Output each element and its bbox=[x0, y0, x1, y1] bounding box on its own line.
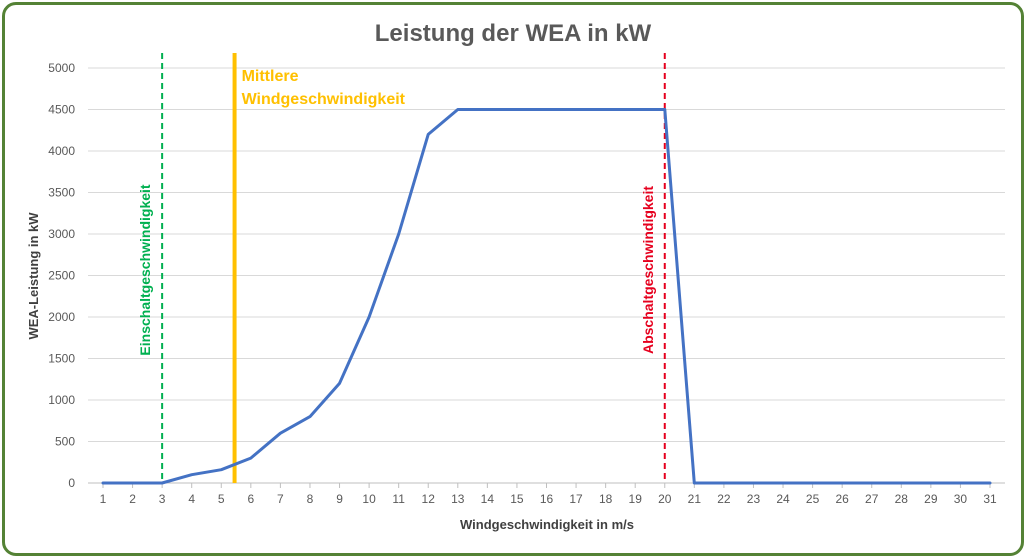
y-tick-label-8: 4000 bbox=[48, 144, 75, 158]
x-tick-label-29: 30 bbox=[954, 492, 968, 506]
x-tick-label-19: 20 bbox=[658, 492, 672, 506]
annotation-label-1-0: Mittlere bbox=[242, 68, 299, 85]
x-tick-label-2: 3 bbox=[159, 492, 166, 506]
x-tick-label-6: 7 bbox=[277, 492, 284, 506]
y-tick-label-3: 1500 bbox=[48, 352, 75, 366]
annotation-label-0: Einschaltgeschwindigkeit bbox=[137, 184, 153, 355]
y-tick-label-2: 1000 bbox=[48, 393, 75, 407]
x-tick-label-16: 17 bbox=[569, 492, 583, 506]
x-tick-label-20: 21 bbox=[688, 492, 702, 506]
y-tick-label-6: 3000 bbox=[48, 227, 75, 241]
x-tick-label-15: 16 bbox=[540, 492, 554, 506]
y-tick-label-9: 4500 bbox=[48, 103, 75, 117]
y-tick-label-5: 2500 bbox=[48, 269, 75, 283]
x-tick-label-26: 27 bbox=[865, 492, 879, 506]
y-tick-label-1: 500 bbox=[55, 435, 75, 449]
x-tick-label-18: 19 bbox=[629, 492, 643, 506]
y-tick-label-0: 0 bbox=[68, 476, 75, 490]
x-tick-label-28: 29 bbox=[924, 492, 938, 506]
x-tick-label-0: 1 bbox=[100, 492, 107, 506]
x-tick-label-3: 4 bbox=[188, 492, 195, 506]
x-tick-label-4: 5 bbox=[218, 492, 225, 506]
y-axis-ticks: 0 500 1000 1500 2000 2500 3000 3500 4000 4500 5000 bbox=[48, 61, 75, 490]
annotation-label-1-1: Windgeschwindigkeit bbox=[242, 91, 406, 108]
x-tick-label-25: 26 bbox=[835, 492, 849, 506]
series-layer bbox=[101, 108, 992, 485]
x-tick-label-17: 18 bbox=[599, 492, 613, 506]
x-tick-label-23: 24 bbox=[776, 492, 790, 506]
y-tick-label-7: 3500 bbox=[48, 186, 75, 200]
x-tick-label-1: 2 bbox=[129, 492, 136, 506]
x-axis-ticks: 1 2 3 4 5 6 7 8 9 10 11 12 13 14 15 16 17 18 19 20 21 22 23 24 2… bbox=[100, 483, 997, 506]
x-tick-label-12: 13 bbox=[451, 492, 465, 506]
x-tick-label-9: 10 bbox=[362, 492, 376, 506]
gridlines bbox=[88, 67, 1005, 442]
x-tick-label-24: 25 bbox=[806, 492, 820, 506]
x-tick-label-13: 14 bbox=[481, 492, 495, 506]
y-tick-label-4: 2000 bbox=[48, 310, 75, 324]
chart-title: Leistung der WEA in kW bbox=[375, 20, 652, 47]
y-tick-label-10: 5000 bbox=[48, 61, 75, 75]
x-axis-title: Windgeschwindigkeit in m/s bbox=[460, 517, 634, 532]
x-tick-label-11: 12 bbox=[422, 492, 436, 506]
x-tick-label-27: 28 bbox=[895, 492, 909, 506]
x-tick-label-14: 15 bbox=[510, 492, 524, 506]
x-tick-label-5: 6 bbox=[247, 492, 254, 506]
y-axis-title: WEA-Leistung in kW bbox=[26, 212, 41, 340]
annotations: Einschaltgeschwindigkeit Mittlere Windgesc… bbox=[137, 53, 666, 483]
x-tick-label-10: 11 bbox=[392, 492, 405, 506]
x-tick-label-22: 23 bbox=[747, 492, 761, 506]
x-tick-label-7: 8 bbox=[307, 492, 314, 506]
annotation-label-2: Abschaltgeschwindigkeit bbox=[640, 186, 656, 354]
x-tick-label-8: 9 bbox=[336, 492, 343, 506]
x-tick-label-21: 22 bbox=[717, 492, 731, 506]
x-tick-label-30: 31 bbox=[983, 492, 997, 506]
